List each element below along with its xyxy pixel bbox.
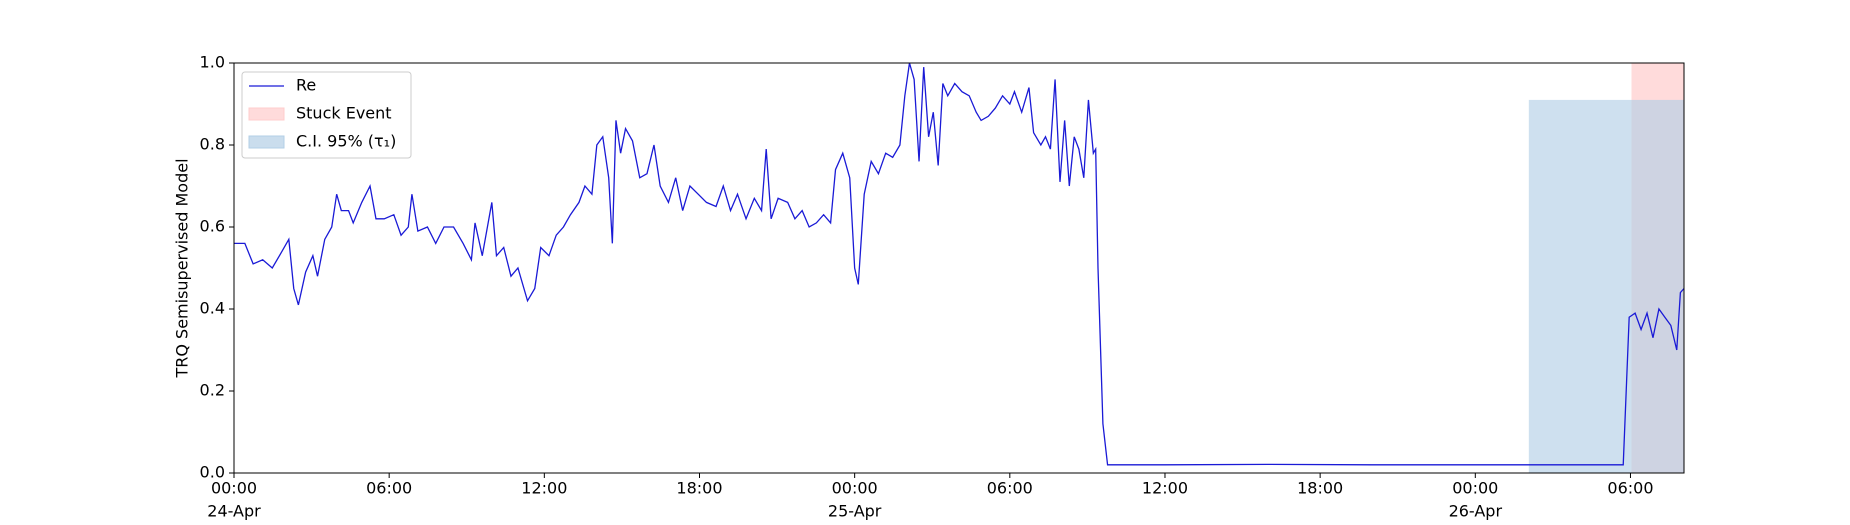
y-tick-label: 0.0 xyxy=(200,463,225,482)
legend-label: Stuck Event xyxy=(296,104,392,123)
axes-frame xyxy=(233,62,1685,474)
x-tick-label: 06:00 xyxy=(1607,479,1653,498)
legend-label: C.I. 95% (τ₁) xyxy=(296,132,396,151)
x-tick-label: 12:00 xyxy=(1142,479,1188,498)
line xyxy=(234,62,1685,466)
x-tick-label: 00:00 xyxy=(832,479,878,498)
y-axis-label: TRQ Semisupervised Model xyxy=(173,158,192,378)
x-tick-label: 06:00 xyxy=(366,479,412,498)
x-tick-label: 12:00 xyxy=(521,479,567,498)
spans xyxy=(1528,63,1684,474)
x-tick-label: 24-Apr xyxy=(207,502,261,521)
x-tick-label: 18:00 xyxy=(676,479,722,498)
x-tick-label: 00:00 xyxy=(211,479,257,498)
x-tick-label: 06:00 xyxy=(987,479,1033,498)
legend: Re Stuck Event C.I. 95% (τ₁) xyxy=(241,71,412,159)
y-tick-label: 1.0 xyxy=(200,53,225,72)
plot xyxy=(234,62,1685,466)
y-tick-label: 0.2 xyxy=(200,381,225,400)
legend-label: Re xyxy=(296,76,316,95)
x-tick-label: 25-Apr xyxy=(828,502,882,521)
x-tick-label: 18:00 xyxy=(1297,479,1343,498)
y-tick-label: 0.6 xyxy=(200,217,225,236)
legend-swatch xyxy=(248,107,285,121)
x-tick-label: 00:00 xyxy=(1452,479,1498,498)
legend-swatch xyxy=(248,135,285,149)
x-tick-label: 26-Apr xyxy=(1449,502,1503,521)
y-tick-label: 0.8 xyxy=(200,135,225,154)
span xyxy=(1528,99,1684,474)
y-tick-label: 0.4 xyxy=(200,299,225,318)
